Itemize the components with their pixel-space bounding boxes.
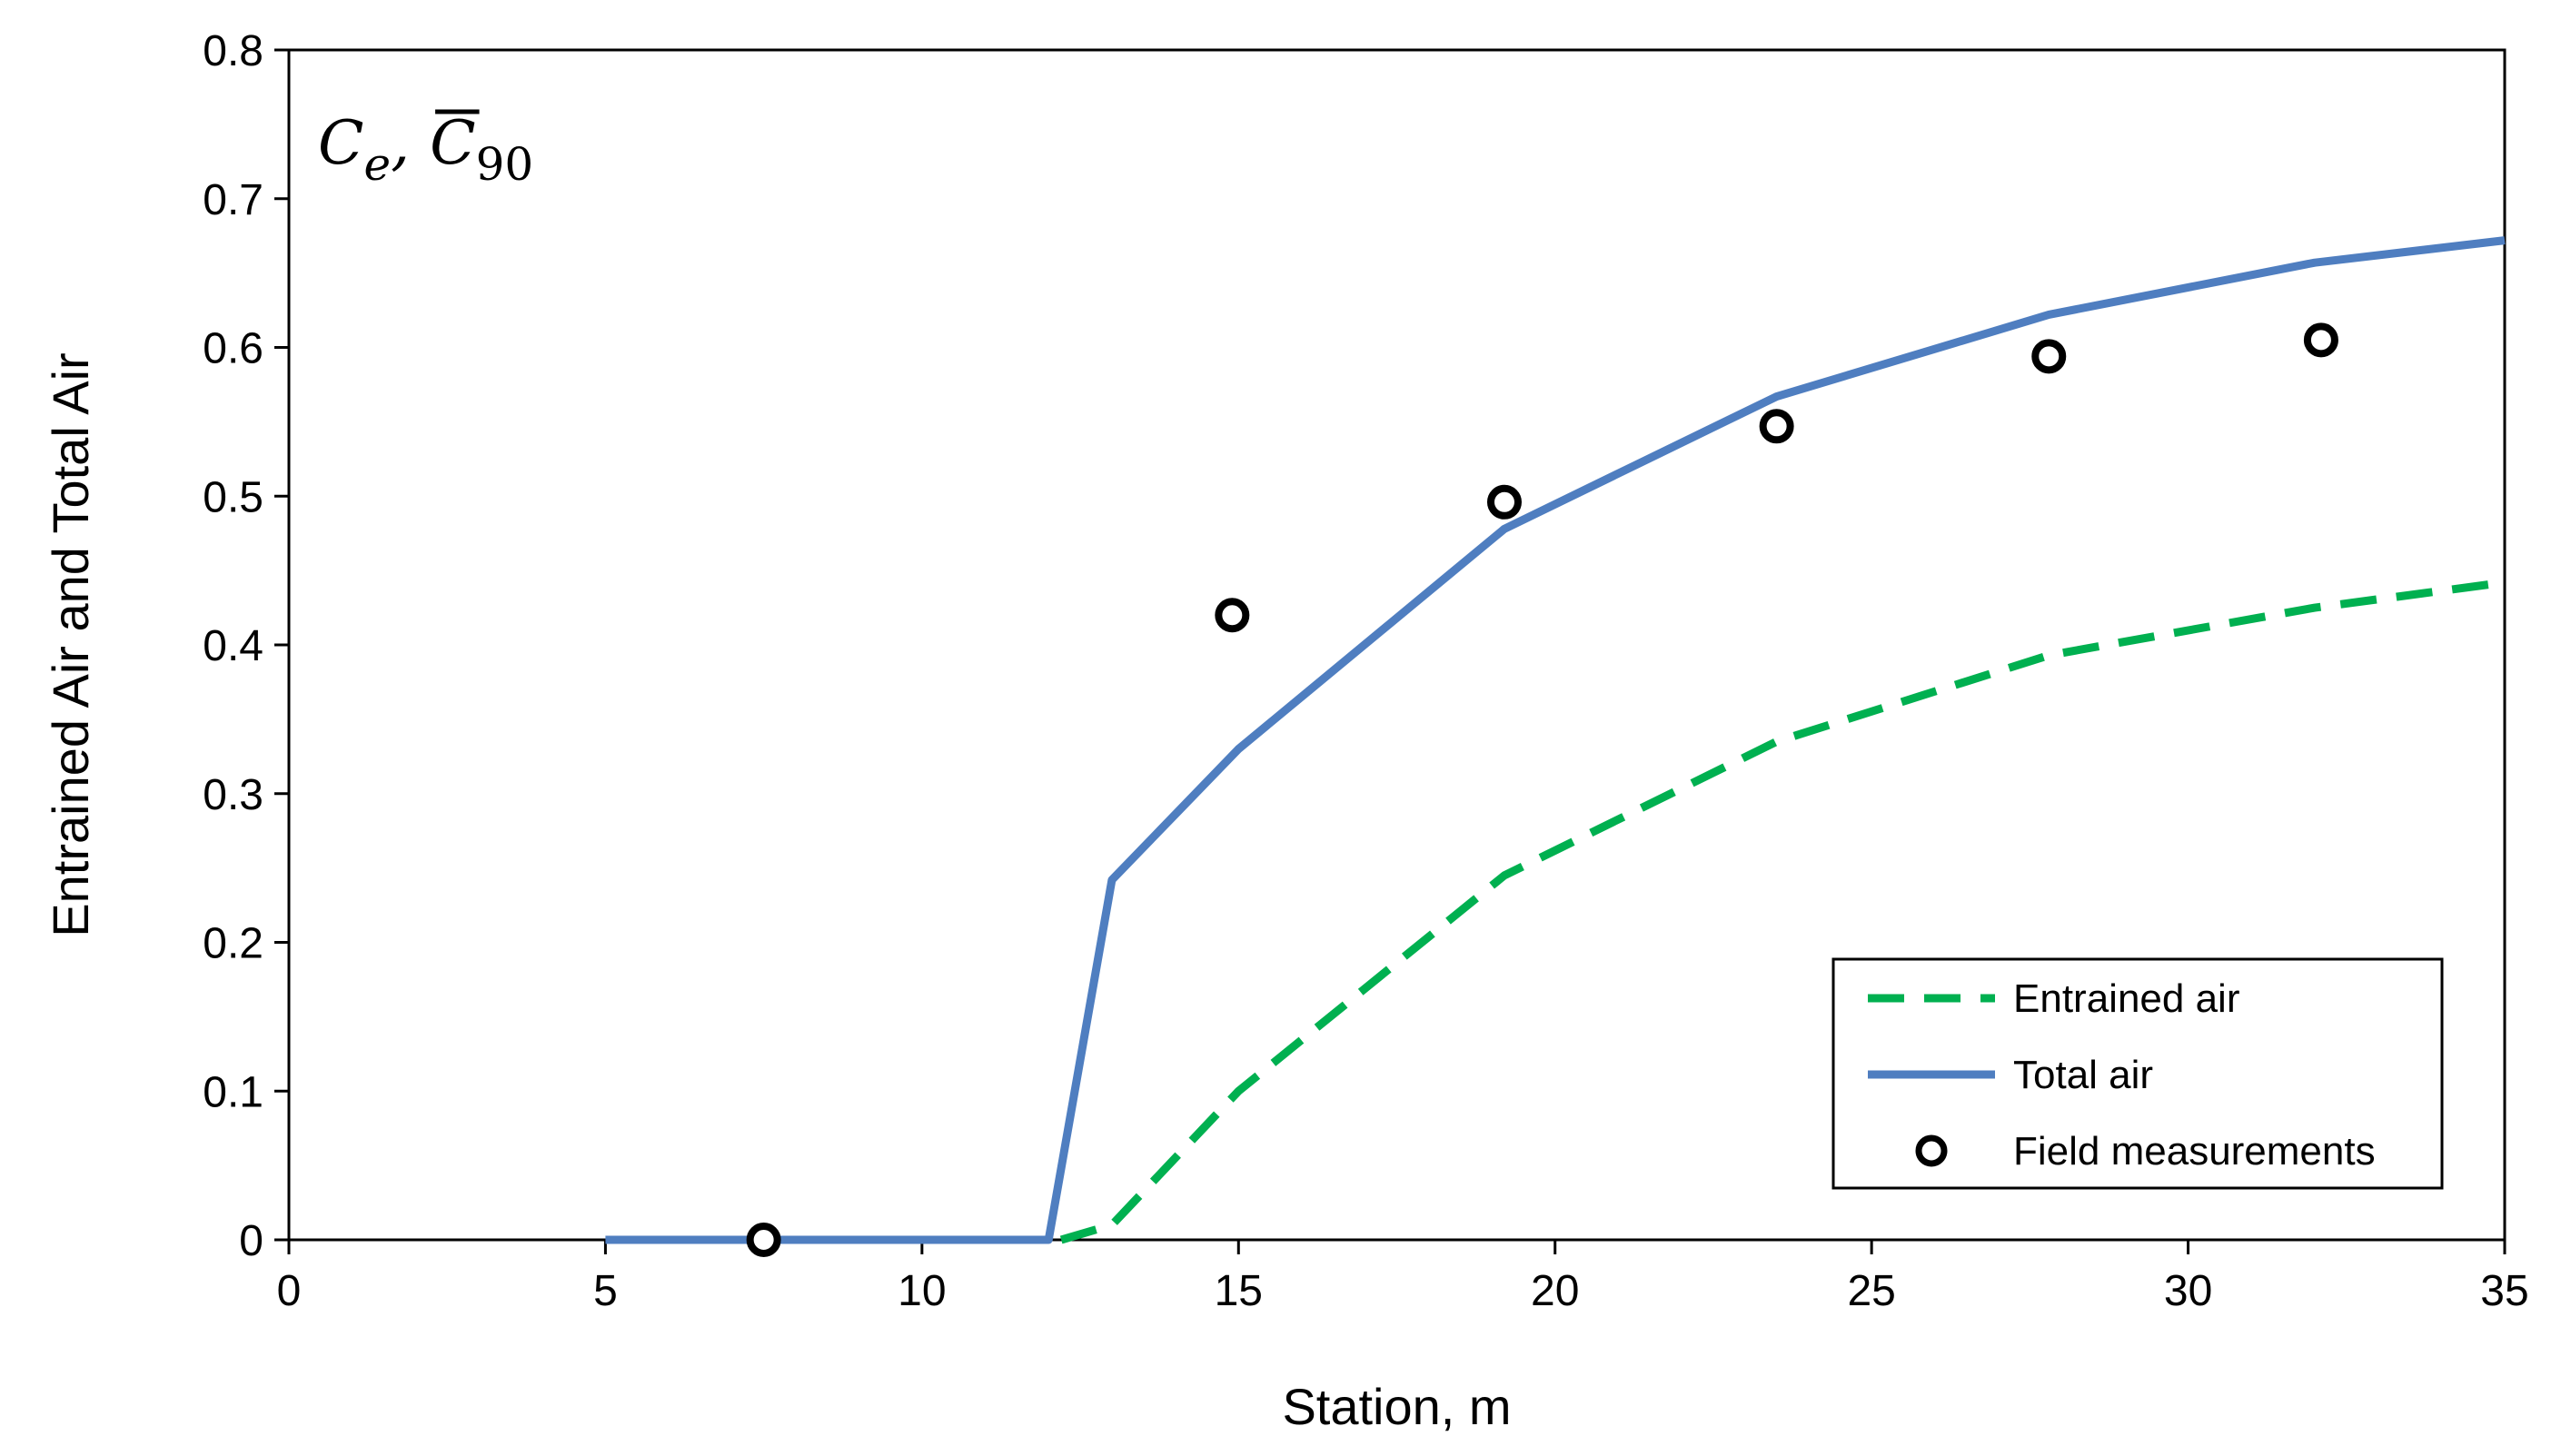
y-tick-label: 0.8 xyxy=(203,27,263,75)
x-tick-label: 25 xyxy=(1847,1267,1895,1315)
series xyxy=(605,236,2506,1257)
legend-label-total-air: Total air xyxy=(2013,1053,2153,1097)
x-tick-label: 15 xyxy=(1215,1267,1263,1315)
x-axis-title: Station, m xyxy=(1282,1378,1511,1435)
ticks: 0 5 10 15 20 25 30 35 0 0.1 0.2 0.3 0.4 0.5 0.6 0.7 0.8 xyxy=(203,27,2528,1315)
legend-label-field-measurements: Field measurements xyxy=(2013,1129,2376,1174)
x-tick-label: 0 xyxy=(277,1267,302,1315)
y-tick-label: 0.5 xyxy=(203,473,263,521)
formula-c-e: C xyxy=(318,108,364,178)
x-tick-label: 30 xyxy=(2164,1267,2212,1315)
y-axis-title: Entrained Air and Total Air xyxy=(42,352,99,936)
data-point-field-measurements xyxy=(1215,598,1250,633)
x-tick-label: 5 xyxy=(593,1267,618,1315)
series-line-entrained-air xyxy=(1059,578,2506,1244)
data-point-field-measurements xyxy=(746,1223,781,1257)
y-tick-label: 0.3 xyxy=(203,771,263,819)
data-point-field-measurements xyxy=(1486,484,1522,520)
data-point-field-measurements xyxy=(2303,322,2338,358)
series-line-total-air xyxy=(605,236,2506,1244)
x-tick-label: 10 xyxy=(898,1267,946,1315)
y-tick-label: 0 xyxy=(239,1217,263,1265)
data-point-field-measurements xyxy=(1759,409,1794,444)
y-tick-label: 0.2 xyxy=(203,920,263,968)
y-tick-label: 0.4 xyxy=(203,622,263,670)
formula-separator: , xyxy=(391,108,410,178)
legend-label-entrained-air: Entrained air xyxy=(2013,976,2239,1021)
legend: Entrained air Total air Field measurements xyxy=(1831,957,2444,1190)
formula-text: Ce, C90 xyxy=(318,108,533,191)
formula-c-90: C xyxy=(430,108,476,178)
x-tick-label: 35 xyxy=(2480,1267,2528,1315)
legend-swatch-field-measurements xyxy=(1915,1134,1948,1167)
data-point-field-measurements xyxy=(2031,339,2067,374)
formula-sub-e: e xyxy=(364,138,392,191)
x-tick-label: 20 xyxy=(1531,1267,1579,1315)
y-tick-label: 0.1 xyxy=(203,1068,263,1116)
y-tick-label: 0.6 xyxy=(203,325,263,373)
formula-annotation: Ce, C90 xyxy=(318,108,533,191)
formula-sub-90: 90 xyxy=(476,138,534,191)
y-tick-label: 0.7 xyxy=(203,176,263,224)
